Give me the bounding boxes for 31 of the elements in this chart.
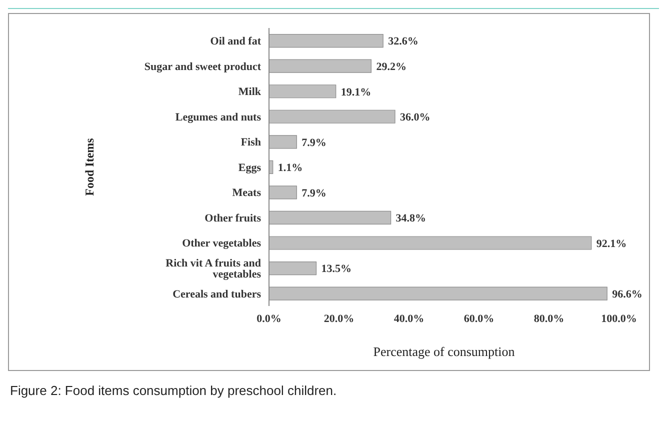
data-label: 19.1% xyxy=(340,86,372,98)
x-tick-label: 100.0% xyxy=(601,312,637,325)
data-label: 92.1% xyxy=(596,238,627,250)
y-tick-label: Eggs xyxy=(238,162,262,174)
x-tick-label: 80.0% xyxy=(534,312,564,325)
y-tick-label: Cereals and tubers xyxy=(172,288,262,300)
y-tick-label: Milk xyxy=(238,86,262,98)
data-label: 7.9% xyxy=(302,136,326,149)
x-tick-label: 20.0% xyxy=(324,312,354,325)
y-tick-label: Rich vit A fruits and vegetables xyxy=(166,257,262,280)
data-label: 34.8% xyxy=(396,212,426,225)
caption: Figure 2: Food items consumption by preschool children. xyxy=(10,383,338,398)
y-tick-label: Oil and fat xyxy=(210,36,262,48)
x-tick-label: 40.0% xyxy=(394,312,424,325)
y-tick-label: Sugar and sweet product xyxy=(144,60,262,73)
data-label: 7.9% xyxy=(302,187,326,200)
y-tick-label: Fish xyxy=(240,136,261,149)
data-label: 13.5% xyxy=(321,263,352,276)
x-tick-label: 0.0% xyxy=(256,312,282,325)
x-tick-label: 60.0% xyxy=(464,312,494,325)
y-tick-label: Other fruits xyxy=(204,212,262,224)
data-label: 36.0% xyxy=(400,112,430,124)
y-axis-title: Food Items xyxy=(82,138,96,196)
y-tick-label: Meats xyxy=(232,187,262,200)
data-label: 29.2% xyxy=(376,60,406,73)
data-label: 32.6% xyxy=(388,36,418,48)
data-label: 96.6% xyxy=(612,288,642,300)
x-axis-title: Percentage of consumption xyxy=(373,344,516,359)
y-tick-label: Other vegetables xyxy=(182,238,262,250)
data-label: 1.1% xyxy=(278,162,303,174)
y-tick-label: Legumes and nuts xyxy=(175,111,262,124)
